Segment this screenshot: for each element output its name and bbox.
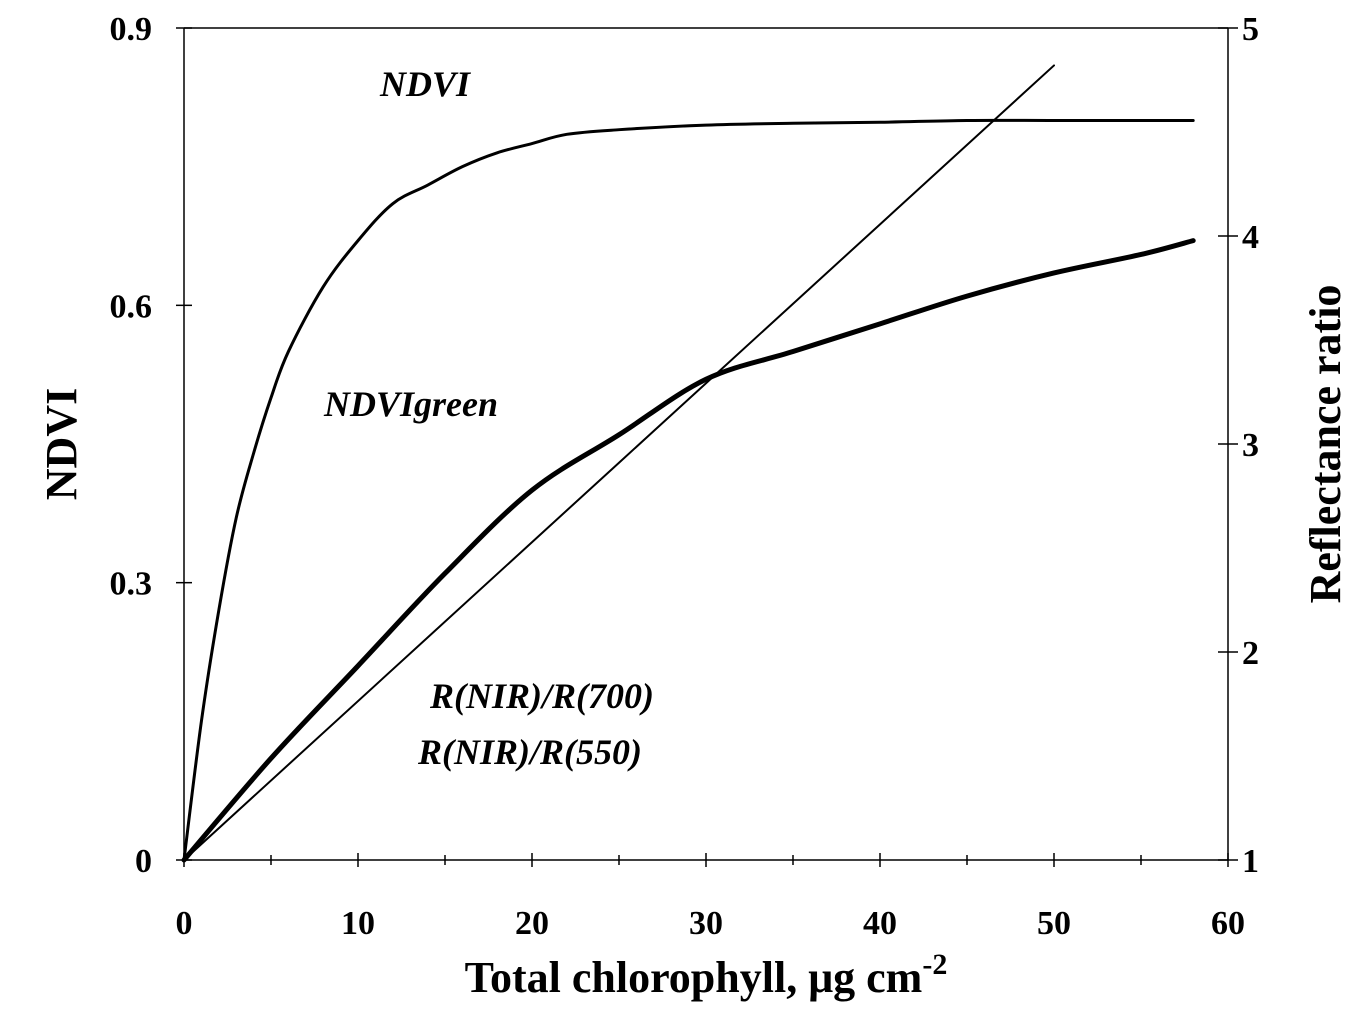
- x-tick-label: 10: [341, 905, 375, 942]
- plot-frame: [183, 27, 1229, 861]
- y-tick-label: 0.6: [110, 288, 153, 325]
- x-axis-title-superscript: -2: [922, 948, 947, 981]
- tick-marks: [176, 27, 1238, 867]
- x-tick-label: 0: [176, 905, 193, 942]
- series-line-ndvigreen: [181, 238, 1196, 863]
- annotation-ratio-550: R(NIR)/R(550): [417, 732, 642, 772]
- x-tick-label: 30: [689, 905, 723, 942]
- x-axis-title: Total chlorophyll, μg cm-2: [465, 948, 948, 1002]
- y2-tick-label: 2: [1242, 635, 1259, 672]
- y-tick-label: 0.9: [110, 11, 153, 48]
- series-layer: [181, 64, 1196, 863]
- y2-tick-label: 3: [1242, 427, 1259, 464]
- x-tick-label: 40: [863, 905, 897, 942]
- y-tick-label: 0.3: [110, 566, 153, 603]
- annotation-ndvi: NDVI: [379, 64, 472, 104]
- y-axis-title: NDVI: [37, 388, 86, 500]
- y2-tick-label: 4: [1242, 219, 1259, 256]
- annotation-ratio-700: R(NIR)/R(700): [429, 676, 654, 716]
- y2-tick-label: 5: [1242, 11, 1259, 48]
- series-line-ndvi: [182, 118, 1195, 862]
- y2-tick-label: 1: [1242, 843, 1259, 880]
- tick-labels: 0 10 20 30 40 50 60 0 0.3 0.6 0.9 1 2 3 4 5: [110, 11, 1260, 942]
- y2-axis-title: Reflectance ratio: [1301, 285, 1350, 604]
- annotation-ndvigreen: NDVIgreen: [323, 384, 498, 424]
- y-tick-label: 0: [135, 843, 152, 880]
- x-tick-label: 60: [1211, 905, 1245, 942]
- x-axis-title-main: Total chlorophyll, μg cm: [465, 953, 923, 1002]
- x-tick-label: 50: [1037, 905, 1071, 942]
- series-line-r-nir-r-700: [183, 64, 1055, 861]
- x-tick-label: 20: [515, 905, 549, 942]
